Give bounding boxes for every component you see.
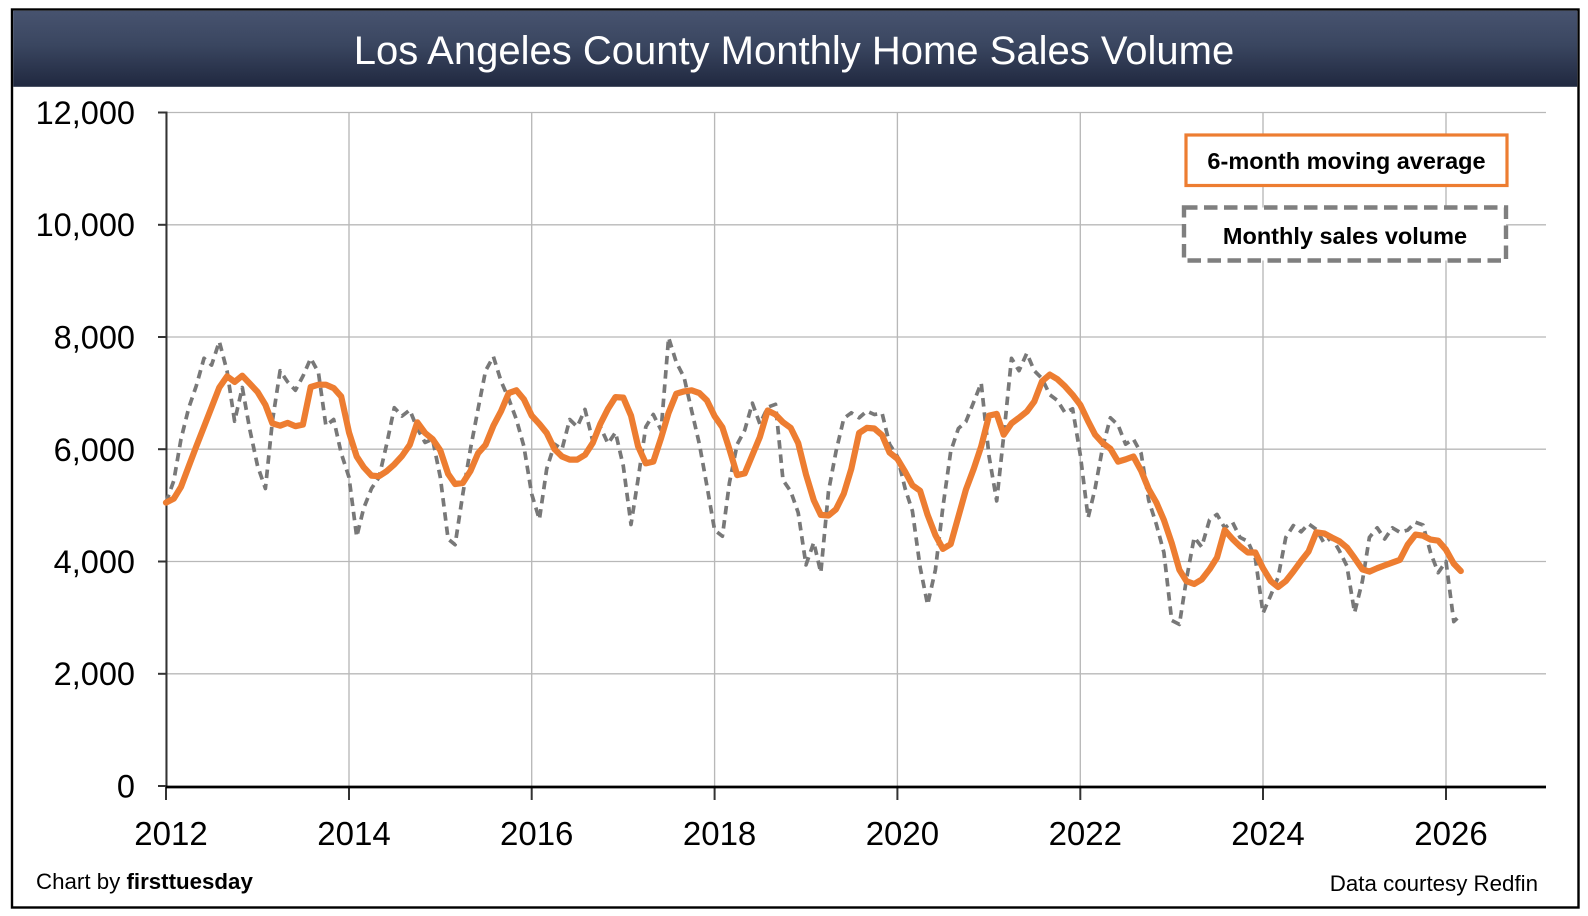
svg-text:0: 0	[117, 769, 135, 805]
svg-text:2014: 2014	[317, 815, 390, 852]
svg-text:2020: 2020	[866, 815, 939, 852]
svg-text:4,000: 4,000	[54, 544, 135, 580]
svg-text:2016: 2016	[500, 815, 573, 852]
svg-text:8,000: 8,000	[54, 320, 135, 356]
svg-text:10,000: 10,000	[36, 207, 135, 243]
svg-text:Monthly sales volume: Monthly sales volume	[1223, 223, 1467, 249]
svg-text:2024: 2024	[1231, 815, 1304, 852]
svg-text:6-month moving average: 6-month moving average	[1207, 148, 1485, 174]
svg-text:2018: 2018	[683, 815, 756, 852]
svg-text:Data courtesy Redfin: Data courtesy Redfin	[1330, 871, 1538, 896]
svg-text:Los Angeles County Monthly Hom: Los Angeles County Monthly Home Sales Vo…	[354, 29, 1235, 73]
svg-text:2,000: 2,000	[54, 656, 135, 692]
svg-text:Chart by firsttuesday: Chart by firsttuesday	[36, 869, 253, 894]
svg-text:2026: 2026	[1414, 815, 1487, 852]
svg-text:12,000: 12,000	[36, 95, 135, 131]
svg-text:2022: 2022	[1049, 815, 1122, 852]
svg-text:2012: 2012	[134, 815, 207, 852]
svg-text:6,000: 6,000	[54, 432, 135, 468]
